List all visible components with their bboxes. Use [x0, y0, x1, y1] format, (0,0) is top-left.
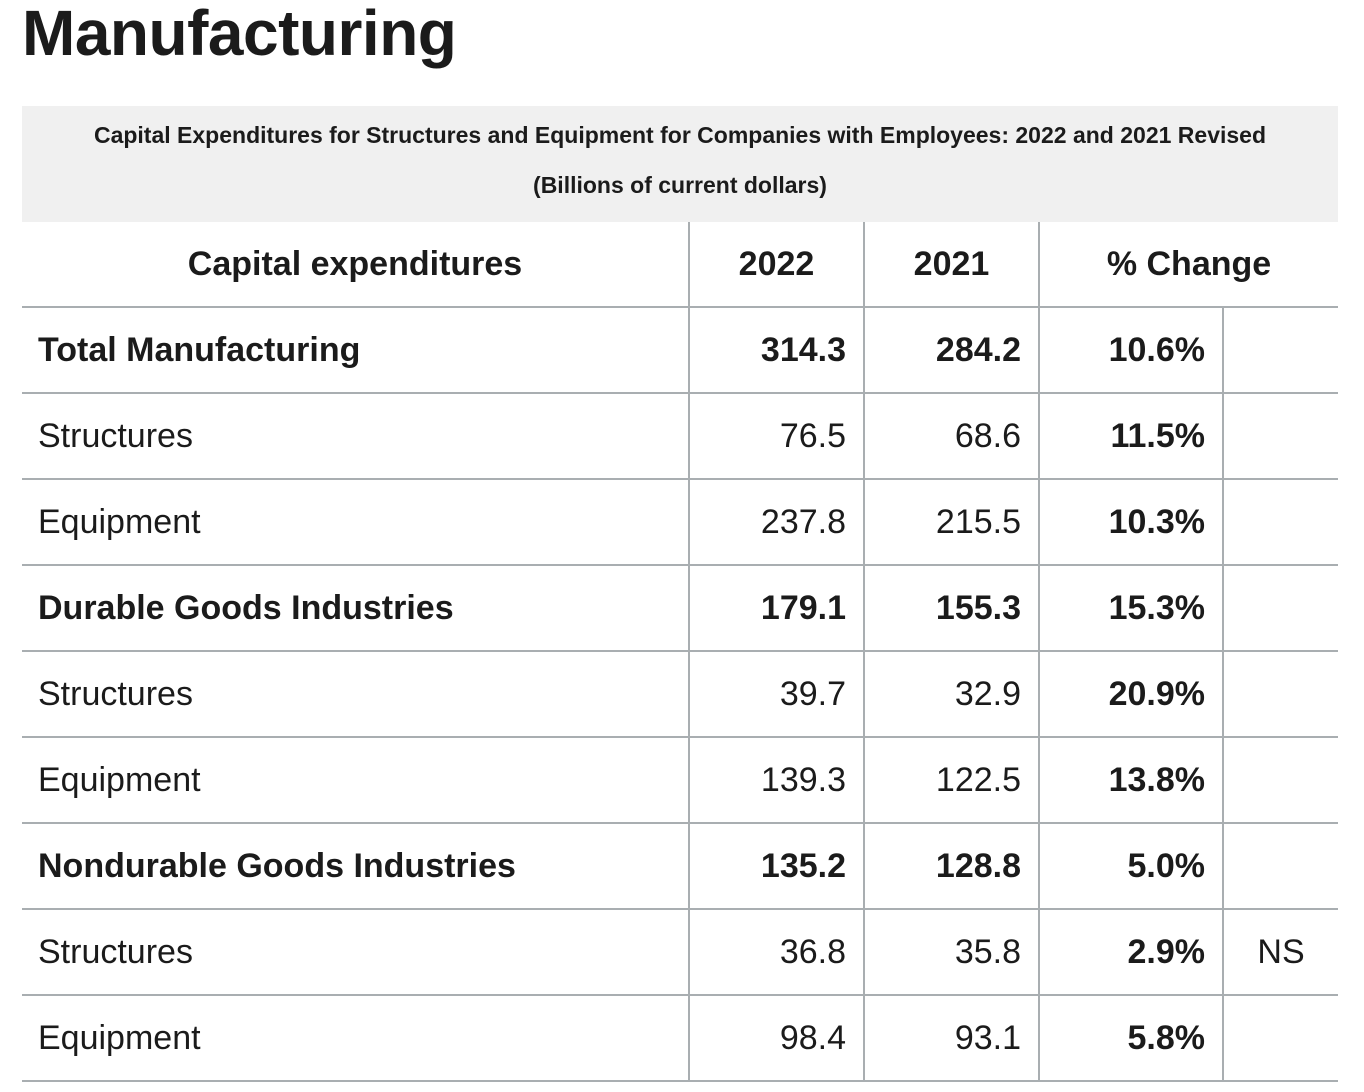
cell-2022: 98.4 [688, 995, 864, 1082]
table-row: Equipment 237.8 215.5 10.3% [22, 479, 1339, 566]
table-row: Structures 36.8 35.8 2.9% NS [22, 909, 1339, 996]
header-2021: 2021 [863, 222, 1039, 308]
header-2022: 2022 [688, 222, 864, 308]
cell-note [1221, 565, 1339, 652]
cell-percent-change: 2.9% [1038, 909, 1223, 996]
cell-note [1221, 307, 1339, 394]
cell-2021: 128.8 [863, 823, 1039, 910]
row-label: Equipment [22, 737, 689, 824]
cell-2021: 215.5 [863, 479, 1039, 566]
table-body: Total Manufacturing 314.3 284.2 10.6% St… [22, 307, 1339, 1082]
cell-note [1221, 651, 1339, 738]
cell-2021: 68.6 [863, 393, 1039, 480]
row-label: Structures [22, 651, 689, 738]
cell-2021: 93.1 [863, 995, 1039, 1082]
cell-note: NS [1221, 909, 1339, 996]
cell-2022: 36.8 [688, 909, 864, 996]
cell-2021: 35.8 [863, 909, 1039, 996]
page-title: Manufacturing [22, 0, 457, 69]
row-label: Durable Goods Industries [22, 565, 689, 652]
cell-percent-change: 15.3% [1038, 565, 1223, 652]
cell-percent-change: 10.6% [1038, 307, 1223, 394]
cell-2022: 314.3 [688, 307, 864, 394]
cell-2022: 39.7 [688, 651, 864, 738]
cell-percent-change: 5.0% [1038, 823, 1223, 910]
row-label: Equipment [22, 479, 689, 566]
cell-percent-change: 13.8% [1038, 737, 1223, 824]
cell-2021: 155.3 [863, 565, 1039, 652]
cell-2022: 179.1 [688, 565, 864, 652]
table-row: Durable Goods Industries 179.1 155.3 15.… [22, 565, 1339, 652]
table-caption: Capital Expenditures for Structures and … [22, 106, 1338, 222]
table-row: Structures 39.7 32.9 20.9% [22, 651, 1339, 738]
caption-title: Capital Expenditures for Structures and … [93, 122, 1267, 148]
row-label: Total Manufacturing [22, 307, 689, 394]
table-row: Structures 76.5 68.6 11.5% [22, 393, 1339, 480]
cell-2021: 284.2 [863, 307, 1039, 394]
header-capital-expenditures: Capital expenditures [22, 222, 689, 308]
row-label: Structures [22, 909, 689, 996]
cell-2022: 237.8 [688, 479, 864, 566]
cell-note [1221, 737, 1339, 824]
table-row: Equipment 139.3 122.5 13.8% [22, 737, 1339, 824]
cell-2021: 122.5 [863, 737, 1039, 824]
cell-note [1221, 479, 1339, 566]
row-label: Equipment [22, 995, 689, 1082]
table-row: Equipment 98.4 93.1 5.8% [22, 995, 1339, 1082]
row-label: Nondurable Goods Industries [22, 823, 689, 910]
capex-table: Capital expenditures 2022 2021 % Change … [22, 222, 1339, 1082]
cell-percent-change: 20.9% [1038, 651, 1223, 738]
header-percent-change: % Change [1037, 222, 1339, 308]
cell-2022: 76.5 [688, 393, 864, 480]
cell-2021: 32.9 [863, 651, 1039, 738]
table-row: Total Manufacturing 314.3 284.2 10.6% [22, 307, 1339, 394]
cell-note [1221, 995, 1339, 1082]
cell-2022: 135.2 [688, 823, 864, 910]
cell-percent-change: 5.8% [1038, 995, 1223, 1082]
header-row: Capital expenditures 2022 2021 % Change [22, 222, 1339, 308]
cell-note [1221, 393, 1339, 480]
cell-note [1221, 823, 1339, 910]
cell-2022: 139.3 [688, 737, 864, 824]
table-row: Nondurable Goods Industries 135.2 128.8 … [22, 823, 1339, 910]
cell-percent-change: 10.3% [1038, 479, 1223, 566]
cell-percent-change: 11.5% [1038, 393, 1223, 480]
row-label: Structures [22, 393, 689, 480]
caption-subtitle: (Billions of current dollars) [533, 172, 827, 198]
